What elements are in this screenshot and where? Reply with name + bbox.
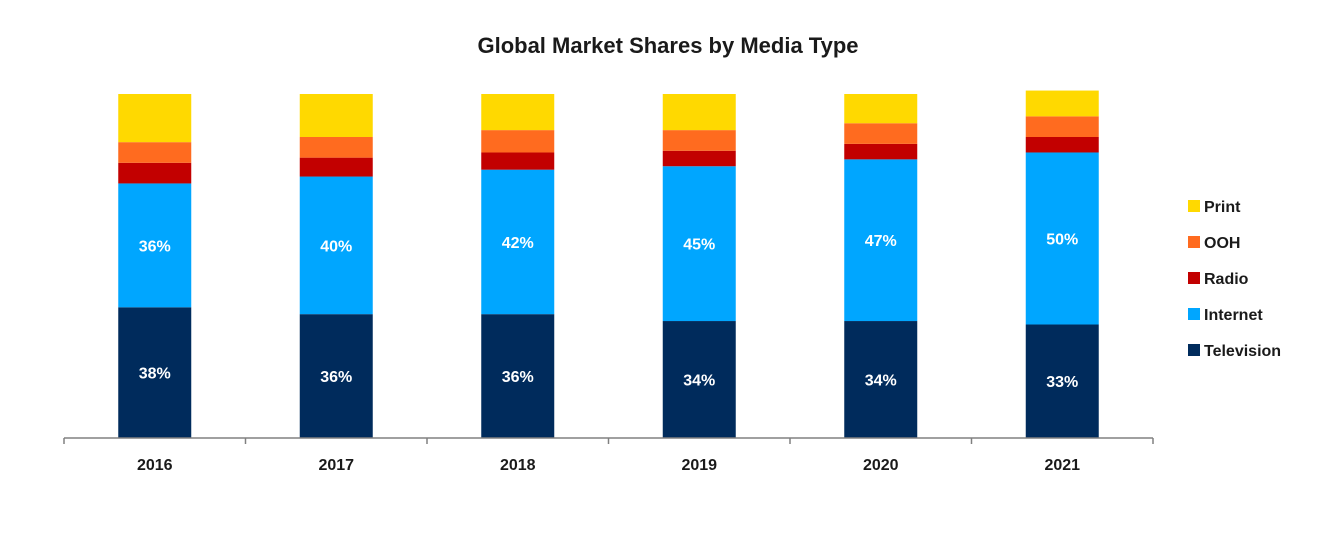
data-label-television-2018: 36% xyxy=(502,369,534,386)
bar-radio-2017 xyxy=(299,157,373,177)
legend-swatch-radio xyxy=(1188,272,1200,284)
legend-label-radio: Radio xyxy=(1204,271,1249,288)
x-tick-label-2020: 2020 xyxy=(863,457,899,474)
legend-swatch-print xyxy=(1188,200,1200,212)
bar-internet-2021 xyxy=(1025,152,1099,325)
bar-internet-2017 xyxy=(299,176,373,315)
data-label-internet-2019: 45% xyxy=(683,237,715,254)
x-tick-label-2018: 2018 xyxy=(500,457,536,474)
bar-television-2020 xyxy=(844,321,918,438)
data-label-internet-2016: 36% xyxy=(139,238,171,255)
bar-print-2017 xyxy=(299,94,373,137)
bar-television-2016 xyxy=(118,307,192,438)
x-tick-label-2017: 2017 xyxy=(318,457,354,474)
bar-radio-2020 xyxy=(844,143,918,160)
bars-group: 38% 36% 36% 40% 36% 42% 34% 45% 34% 47% 33% 50% xyxy=(118,90,1099,438)
data-label-television-2020: 34% xyxy=(865,373,897,390)
x-tick-label-2019: 2019 xyxy=(681,457,717,474)
chart-title: Global Market Shares by Media Type xyxy=(477,33,858,58)
bar-television-2018 xyxy=(481,314,555,438)
legend-label-internet: Internet xyxy=(1204,307,1263,324)
bar-internet-2020 xyxy=(844,159,918,322)
data-label-internet-2020: 47% xyxy=(865,233,897,250)
bar-radio-2021 xyxy=(1025,137,1099,153)
legend-swatch-internet xyxy=(1188,308,1200,320)
bar-print-2016 xyxy=(118,94,192,143)
data-label-television-2016: 38% xyxy=(139,366,171,383)
bar-ooh-2021 xyxy=(1025,116,1099,137)
legend-label-print: Print xyxy=(1204,199,1241,216)
bar-ooh-2016 xyxy=(118,142,192,163)
bar-radio-2019 xyxy=(662,150,736,167)
x-tick-label-2016: 2016 xyxy=(137,457,173,474)
bar-internet-2018 xyxy=(481,169,555,315)
legend-swatch-television xyxy=(1188,344,1200,356)
data-label-television-2021: 33% xyxy=(1046,374,1078,391)
bar-print-2019 xyxy=(662,94,736,131)
legend-swatch-ooh xyxy=(1188,236,1200,248)
bar-print-2021 xyxy=(1025,90,1099,117)
bar-ooh-2017 xyxy=(299,137,373,158)
bar-ooh-2018 xyxy=(481,130,555,153)
bar-print-2018 xyxy=(481,94,555,131)
bar-internet-2016 xyxy=(118,183,192,308)
legend: Print OOH Radio Internet Television xyxy=(1188,199,1281,360)
bar-television-2019 xyxy=(662,321,736,438)
bar-television-2017 xyxy=(299,314,373,438)
x-axis-labels: 2016 2017 2018 2019 2020 2021 xyxy=(137,457,1080,474)
bar-radio-2018 xyxy=(481,152,555,170)
bar-ooh-2020 xyxy=(844,123,918,144)
data-label-internet-2018: 42% xyxy=(502,235,534,252)
data-label-internet-2017: 40% xyxy=(320,238,352,255)
bar-ooh-2019 xyxy=(662,130,736,151)
bar-internet-2019 xyxy=(662,166,736,322)
x-tick-label-2021: 2021 xyxy=(1044,457,1080,474)
bar-television-2021 xyxy=(1025,324,1099,438)
legend-label-ooh: OOH xyxy=(1204,235,1240,252)
legend-label-television: Television xyxy=(1204,343,1281,360)
x-axis-ticks xyxy=(63,438,1154,444)
data-label-internet-2021: 50% xyxy=(1046,231,1078,248)
bar-radio-2016 xyxy=(118,162,192,184)
bar-print-2020 xyxy=(844,94,918,124)
data-label-television-2019: 34% xyxy=(683,373,715,390)
data-label-television-2017: 36% xyxy=(320,369,352,386)
